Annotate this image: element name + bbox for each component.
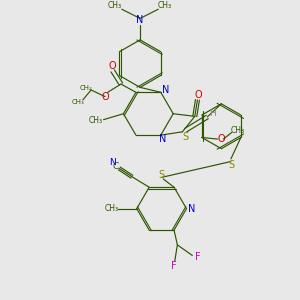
- Text: N: N: [109, 158, 116, 167]
- Text: CH₃: CH₃: [71, 99, 84, 105]
- Text: O: O: [194, 90, 202, 100]
- Text: C: C: [113, 162, 119, 171]
- Text: O: O: [101, 92, 109, 102]
- Text: CH₃: CH₃: [88, 116, 102, 125]
- Text: CH₃: CH₃: [158, 2, 172, 10]
- Text: S: S: [159, 170, 165, 180]
- Text: S: S: [182, 132, 188, 142]
- Text: N: N: [188, 204, 196, 214]
- Text: H: H: [209, 109, 216, 118]
- Text: O: O: [217, 134, 225, 144]
- Text: N: N: [162, 85, 169, 95]
- Text: O: O: [109, 61, 116, 71]
- Text: F: F: [195, 252, 201, 262]
- Text: N: N: [136, 15, 144, 25]
- Text: CH₃: CH₃: [230, 126, 244, 135]
- Text: CH₃: CH₃: [105, 204, 119, 213]
- Text: CH₂: CH₂: [80, 85, 93, 91]
- Text: CH₃: CH₃: [108, 2, 122, 10]
- Text: S: S: [229, 160, 235, 170]
- Text: F: F: [171, 261, 177, 271]
- Text: N: N: [159, 134, 166, 144]
